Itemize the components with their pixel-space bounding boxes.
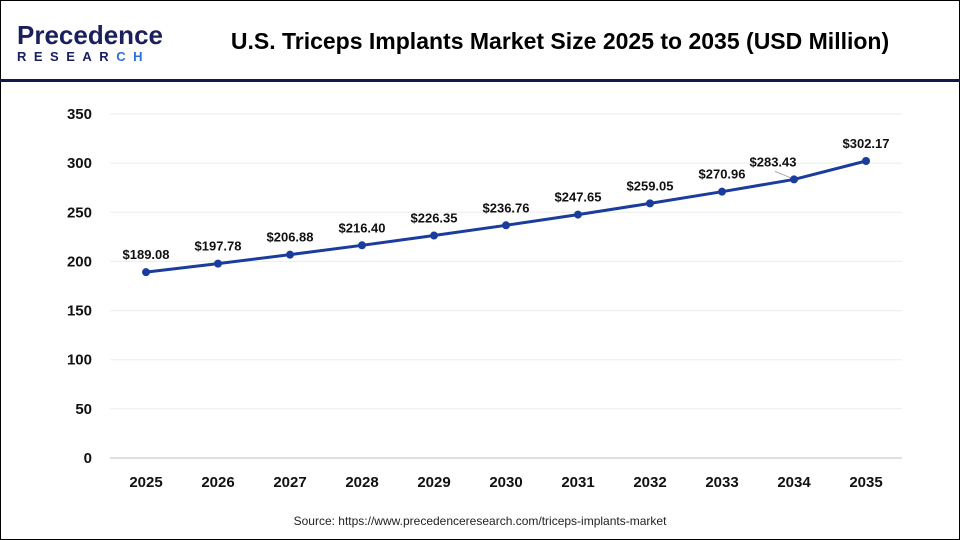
logo-subtext: RESEAR [17, 49, 117, 64]
data-point [358, 241, 366, 250]
logo-initial: P [17, 20, 35, 50]
label-leader-line [774, 171, 793, 179]
data-point [646, 199, 654, 208]
data-label: $270.96 [699, 167, 746, 182]
x-tick-label: 2028 [345, 474, 378, 491]
data-point [286, 250, 294, 259]
data-label: $283.43 [750, 154, 797, 169]
data-label: $259.05 [627, 178, 674, 193]
y-tick-label: 50 [75, 401, 92, 418]
x-tick-label: 2031 [561, 474, 594, 491]
y-tick-label: 300 [67, 155, 92, 172]
x-tick-label: 2030 [489, 474, 522, 491]
y-tick-label: 150 [67, 303, 92, 320]
data-point [502, 221, 510, 230]
x-tick-label: 2033 [705, 474, 738, 491]
x-tick-label: 2027 [273, 474, 306, 491]
x-tick-label: 2035 [849, 474, 882, 491]
x-tick-label: 2025 [129, 474, 162, 491]
data-label: $206.88 [267, 230, 314, 245]
data-point [862, 157, 870, 166]
header-divider [0, 79, 960, 82]
logo-text: recedence [34, 20, 163, 50]
source-text: Source: https://www.precedenceresearch.c… [293, 514, 667, 528]
data-label: $216.40 [339, 220, 386, 235]
logo-subtext-accent: CH [116, 49, 150, 64]
x-tick-label: 2034 [777, 474, 811, 491]
data-label: $247.65 [555, 190, 602, 205]
data-point [142, 268, 150, 277]
data-label: $197.78 [195, 239, 242, 254]
data-point [214, 259, 222, 268]
y-tick-label: 350 [67, 106, 92, 123]
data-point [718, 187, 726, 196]
data-label: $189.08 [123, 247, 170, 262]
x-tick-label: 2029 [417, 474, 450, 491]
data-point [574, 210, 582, 219]
data-label: $302.17 [843, 136, 890, 151]
x-tick-label: 2032 [633, 474, 666, 491]
logo: Precedence RESEARCH [17, 22, 163, 64]
y-tick-label: 250 [67, 204, 92, 221]
series-line [145, 159, 867, 274]
chart-title: U.S. Triceps Implants Market Size 2025 t… [230, 28, 890, 54]
y-tick-label: 200 [67, 253, 92, 270]
data-label: $236.76 [483, 200, 530, 215]
data-label: $226.35 [411, 211, 458, 226]
data-point [430, 231, 438, 240]
data-point [790, 175, 798, 184]
x-tick-label: 2026 [201, 474, 234, 491]
y-tick-label: 0 [84, 450, 92, 467]
y-tick-label: 100 [67, 352, 92, 369]
